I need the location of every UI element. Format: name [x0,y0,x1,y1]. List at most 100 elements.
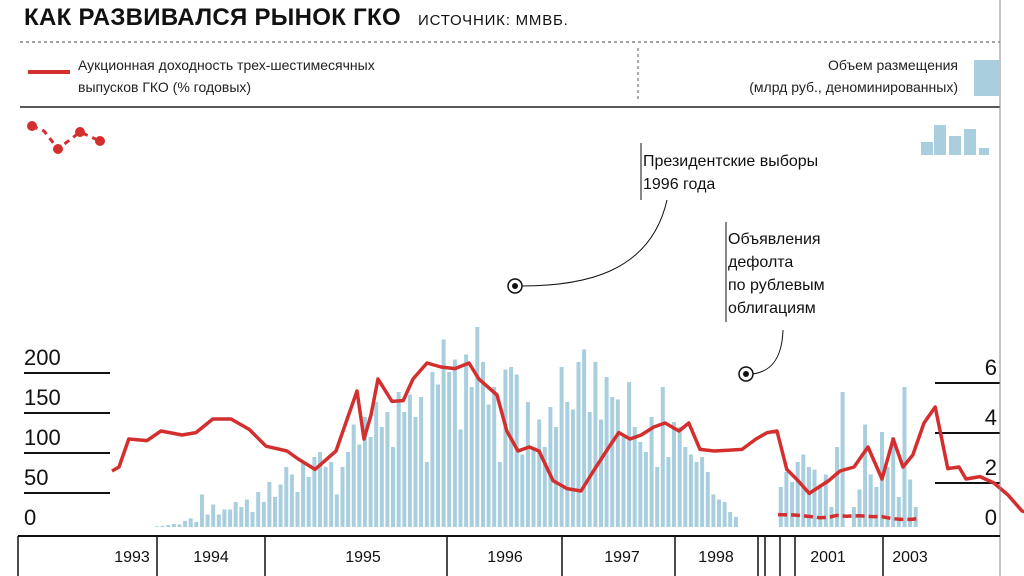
bar-mark [306,477,311,527]
bar-mark [481,362,485,527]
annotation-marker-dot [743,371,749,377]
bar-mark [250,512,255,527]
bar-mark [244,499,249,527]
bar-mark [205,514,210,527]
bar-mark [677,427,682,527]
bar-mark [458,429,463,527]
bar-mark [632,427,637,527]
bar-mark [599,419,603,527]
bar-mark [688,454,693,527]
bar-mark [222,509,227,527]
bar-mark [851,507,856,527]
bar-mark [823,474,828,527]
bar-mark [717,499,721,527]
bar-mark [475,327,480,527]
bar-mark [194,522,199,527]
bar-mark [542,447,547,527]
bar-mark [239,507,244,527]
bar-mark [188,518,193,528]
bar-mark [913,507,918,527]
bar-mark [362,417,367,527]
legend-bar-label-1: Объем размещения [827,57,958,73]
bar-mark [672,422,676,527]
bar-mark [233,502,238,527]
bar-mark [396,392,401,527]
annotation-default-1: Объявления [728,231,821,248]
chart-source: ИСТОЧНИК: ММВБ. [418,12,569,29]
bar-mark [790,482,795,527]
bar-mark [795,462,800,527]
mini-bar-icon [921,142,933,155]
bar-mark [621,437,626,527]
bar-mark [334,494,339,527]
bar-mark [908,479,913,527]
mini-line-dot [95,136,105,146]
bar-mark [559,367,564,527]
bar-mark [840,392,845,527]
bar-mark [863,424,868,527]
bar-mark [835,447,839,527]
bar-mark [447,372,452,527]
left-tick-label: 50 [24,465,48,490]
left-tick-label: 100 [24,425,61,450]
bar-mark [267,482,272,527]
leader-default [751,329,784,375]
year-label: 1997 [604,549,640,566]
bar-mark [329,462,334,527]
bar-mark [683,447,688,527]
annotation-marker-dot [512,283,518,289]
bar-mark [627,382,632,527]
bar-mark [368,437,373,527]
bar-mark [284,467,289,527]
bar-mark [166,525,171,527]
bar-mark [430,372,435,527]
bar-mark [492,387,497,527]
bar-mark [177,524,182,527]
bar-mark [784,472,789,527]
bar-mark [278,484,283,527]
bar-mark [570,409,575,527]
bar-mark [200,494,204,527]
bar-mark [385,412,390,527]
bar-series [155,327,918,528]
year-label: 1994 [193,549,229,566]
bar-mark [273,497,277,527]
bar-mark [256,492,261,527]
bar-mark [436,384,440,527]
legend-line-label-1: Аукционная доходность трех-шестимесячных [78,57,375,73]
bar-mark [582,349,587,527]
right-tick-label: 6 [985,355,997,380]
mini-line-dot [75,127,85,137]
bar-mark [419,397,424,527]
bar-mark [374,402,379,527]
bar-mark [649,417,654,527]
bar-mark [211,504,216,527]
mini-bar-icon [934,125,946,155]
left-tick-label: 200 [24,345,61,370]
bar-mark [643,452,648,527]
bar-mark [216,514,221,527]
left-tick-label: 0 [24,505,36,530]
bar-mark [812,469,817,527]
bar-mark [576,362,581,527]
bar-mark [497,462,502,527]
bar-mark [615,399,620,527]
annotation-default-4: облигациям [728,300,816,317]
bar-mark [705,472,710,527]
bar-mark [228,509,233,527]
year-label: 1996 [487,549,523,566]
year-label: 2001 [810,549,846,566]
bar-mark [452,359,457,527]
annotation-elections-2: 1996 года [643,176,716,193]
bar-mark [464,354,469,527]
bar-mark [261,502,266,527]
left-tick-label: 150 [24,385,61,410]
bar-mark [733,517,738,527]
bar-mark [711,494,716,527]
bar-mark [155,526,159,528]
bar-mark [509,367,514,527]
bar-mark [655,467,660,527]
bar-mark [728,512,733,527]
decorations [17,0,1001,576]
bar-mark [171,524,176,527]
